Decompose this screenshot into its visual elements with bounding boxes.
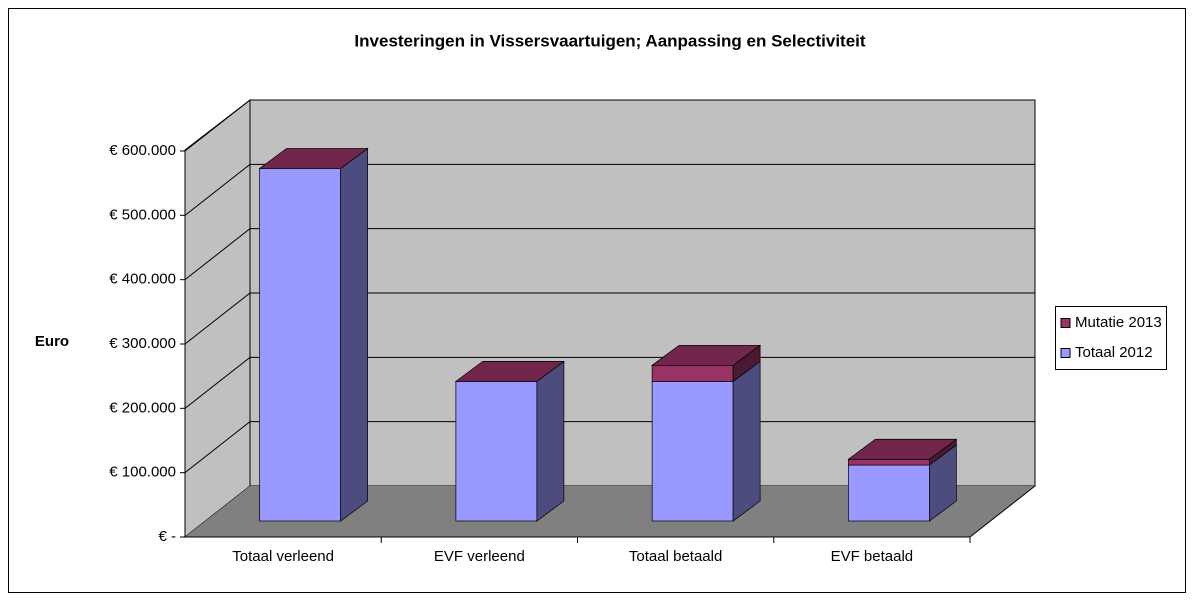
y-tick-label: € 400.000 [109, 271, 176, 288]
bar [259, 168, 341, 522]
legend [1055, 306, 1167, 370]
legend-label: Mutatie 2013 [1075, 314, 1162, 331]
y-tick-label: € 100.000 [109, 464, 176, 481]
bar-top [258, 148, 369, 169]
bar [651, 364, 734, 382]
legend-swatch [1060, 318, 1071, 328]
y-tick-label: € 200.000 [109, 399, 176, 416]
bar-side [340, 147, 368, 522]
bar [651, 381, 734, 522]
grid-line [184, 163, 1035, 216]
legend-swatch [1060, 348, 1071, 358]
y-tick-label: € 300.000 [109, 335, 176, 352]
floor [185, 486, 1035, 537]
bar [848, 464, 930, 522]
bar-side [536, 360, 565, 522]
bar [455, 381, 538, 522]
grid-line [184, 421, 1035, 474]
x-tick-label: EVF betaald [831, 548, 914, 565]
grid-line [184, 292, 1035, 345]
bar-top [651, 344, 762, 366]
grid-line [184, 356, 1035, 409]
chart-title: Investeringen in Vissersvaartuigen; Aanp… [354, 31, 865, 50]
bar [848, 458, 930, 466]
y-tick-label: € 600.000 [109, 142, 176, 159]
x-tick-label: EVF verleend [434, 548, 525, 565]
bar-top [454, 361, 565, 382]
grid-line [184, 228, 1035, 281]
y-axis-label: Euro [35, 333, 69, 350]
x-tick-label: Totaal verleend [232, 548, 334, 565]
grid-line [184, 99, 1035, 152]
y-tick-label: € - [158, 528, 176, 545]
y-tick-label: € 500.000 [109, 206, 176, 223]
legend-label: Totaal 2012 [1075, 344, 1153, 361]
x-tick-label: Totaal betaald [629, 548, 722, 565]
bar-top [847, 438, 958, 460]
bar-side [732, 360, 761, 522]
